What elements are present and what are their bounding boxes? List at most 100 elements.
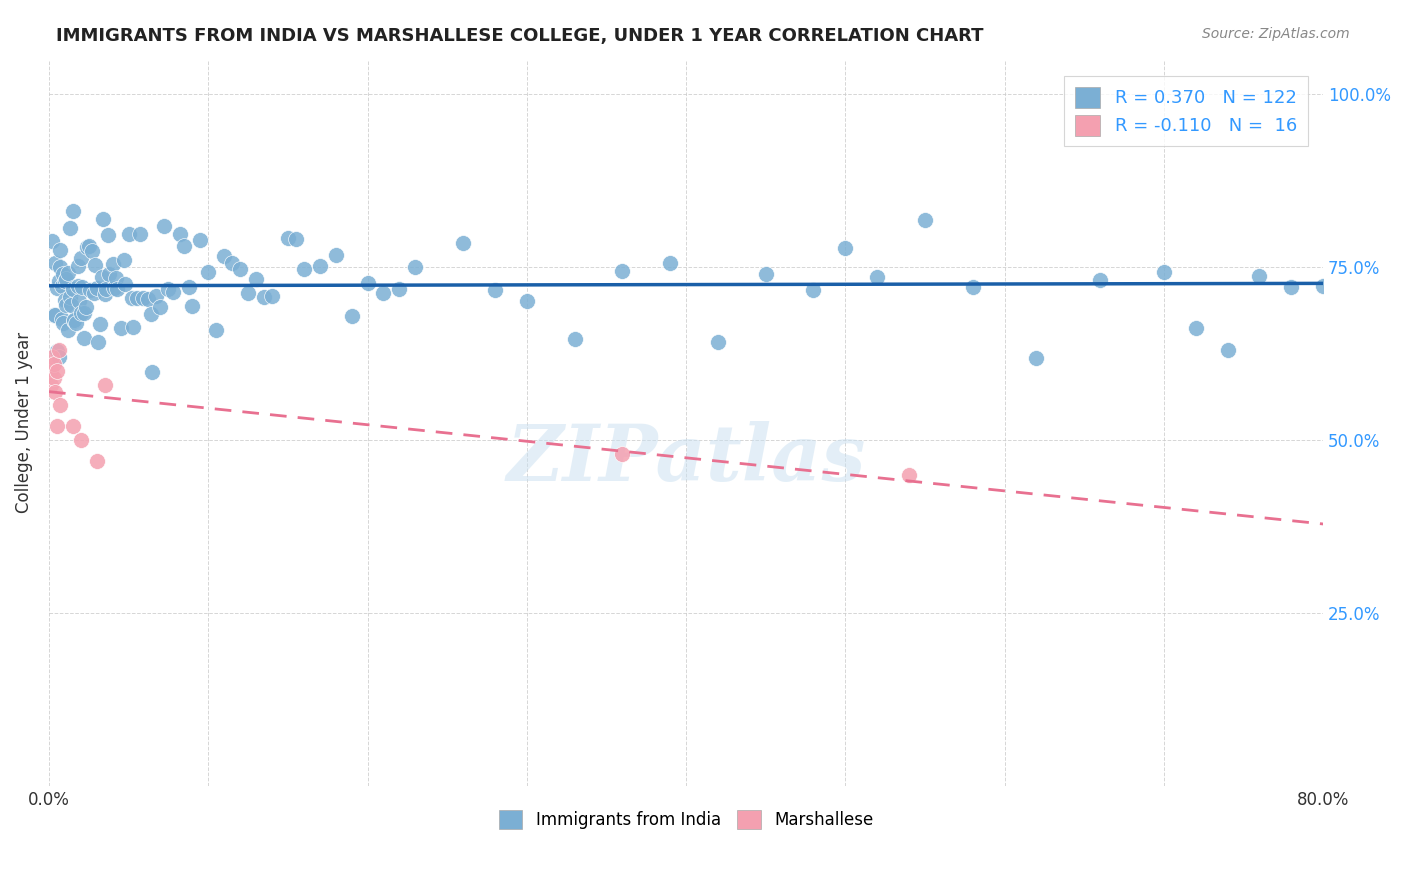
- Point: [1153, 265, 1175, 279]
- Point: [659, 256, 682, 270]
- Point: [612, 263, 634, 277]
- Point: [66, 259, 89, 273]
- Point: [45, 281, 67, 295]
- Point: [1088, 272, 1111, 286]
- Point: [340, 309, 363, 323]
- Point: [87, 334, 110, 349]
- Point: [98, 268, 121, 282]
- Point: [73, 331, 96, 345]
- Point: [60, 298, 83, 312]
- Point: [1025, 351, 1047, 365]
- Point: [834, 241, 856, 255]
- Point: [229, 262, 252, 277]
- Point: [914, 212, 936, 227]
- Point: [48, 274, 70, 288]
- Point: [866, 269, 889, 284]
- Point: [101, 257, 124, 271]
- Point: [41, 234, 63, 248]
- Point: [69, 306, 91, 320]
- Point: [65, 317, 87, 331]
- Text: Source: ZipAtlas.com: Source: ZipAtlas.com: [1202, 27, 1350, 41]
- Point: [103, 281, 125, 295]
- Point: [141, 365, 163, 379]
- Point: [181, 299, 204, 313]
- Point: [76, 240, 98, 254]
- Point: [112, 253, 135, 268]
- Point: [152, 219, 174, 233]
- Point: [49, 398, 72, 412]
- Point: [53, 274, 76, 288]
- Point: [162, 285, 184, 299]
- Point: [42, 308, 65, 322]
- Point: [52, 316, 75, 330]
- Point: [55, 272, 77, 286]
- Point: [48, 350, 70, 364]
- Point: [962, 279, 984, 293]
- Point: [44, 384, 66, 399]
- Point: [157, 282, 180, 296]
- Point: [62, 282, 84, 296]
- Point: [898, 467, 921, 482]
- Point: [197, 265, 219, 279]
- Point: [284, 231, 307, 245]
- Point: [51, 278, 73, 293]
- Point: [42, 357, 65, 371]
- Point: [41, 350, 63, 364]
- Point: [44, 308, 66, 322]
- Point: [253, 290, 276, 304]
- Point: [117, 227, 139, 241]
- Point: [80, 244, 103, 258]
- Point: [121, 291, 143, 305]
- Point: [139, 307, 162, 321]
- Point: [45, 364, 67, 378]
- Point: [125, 291, 148, 305]
- Point: [55, 298, 77, 312]
- Point: [56, 266, 79, 280]
- Point: [707, 334, 730, 349]
- Point: [48, 343, 70, 357]
- Point: [114, 277, 136, 291]
- Point: [1344, 299, 1367, 313]
- Point: [52, 267, 75, 281]
- Point: [93, 287, 115, 301]
- Point: [93, 377, 115, 392]
- Point: [86, 281, 108, 295]
- Point: [49, 260, 72, 274]
- Point: [205, 323, 228, 337]
- Point: [277, 231, 299, 245]
- Point: [67, 294, 90, 309]
- Point: [179, 280, 201, 294]
- Point: [83, 285, 105, 300]
- Point: [49, 244, 72, 258]
- Point: [356, 276, 378, 290]
- Point: [136, 292, 159, 306]
- Point: [72, 280, 94, 294]
- Point: [77, 239, 100, 253]
- Point: [1279, 280, 1302, 294]
- Point: [69, 251, 91, 265]
- Point: [91, 211, 114, 226]
- Point: [1312, 278, 1334, 293]
- Point: [63, 313, 86, 327]
- Point: [388, 282, 411, 296]
- Point: [173, 239, 195, 253]
- Point: [325, 248, 347, 262]
- Point: [516, 293, 538, 308]
- Text: ZIPatlas: ZIPatlas: [506, 421, 866, 497]
- Point: [51, 312, 73, 326]
- Point: [128, 227, 150, 241]
- Point: [803, 283, 825, 297]
- Legend: Immigrants from India, Marshallese: Immigrants from India, Marshallese: [492, 803, 880, 836]
- Point: [97, 227, 120, 242]
- Point: [56, 323, 79, 337]
- Point: [221, 256, 243, 270]
- Point: [39, 364, 62, 378]
- Point: [45, 419, 67, 434]
- Point: [53, 293, 76, 308]
- Point: [59, 290, 82, 304]
- Point: [69, 433, 91, 447]
- Y-axis label: College, Under 1 year: College, Under 1 year: [15, 332, 32, 513]
- Point: [292, 262, 315, 277]
- Point: [42, 370, 65, 384]
- Point: [149, 300, 172, 314]
